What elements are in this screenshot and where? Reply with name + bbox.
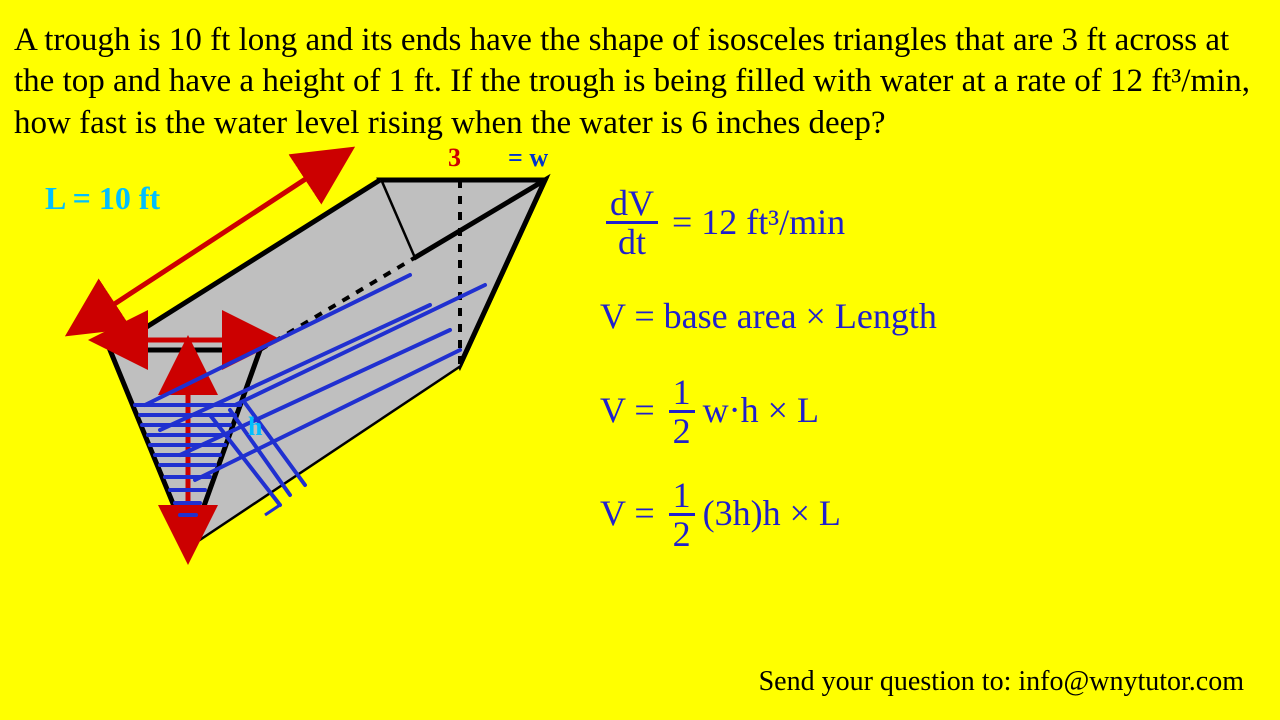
eq4-rhs: (3h)h × L: [703, 485, 841, 543]
equation-dvdt: dV dt = 12 ft³/min: [600, 185, 937, 260]
eq4-den: 2: [669, 516, 695, 552]
eq3-rhs: w·h × L: [703, 382, 819, 440]
svg-text:h: h: [248, 412, 263, 441]
eq3-num: 1: [669, 374, 695, 413]
equation-volume-half-wh: V = 1 2 w·h × L: [600, 374, 937, 449]
equation-volume-words: V = base area × Length: [600, 288, 937, 346]
trough-diagram: h: [30, 145, 580, 565]
dvdt-num: dV: [606, 185, 658, 224]
eq4-lhs: V =: [600, 485, 655, 543]
equation-volume-3h: V = 1 2 (3h)h × L: [600, 477, 937, 552]
dvdt-den: dt: [614, 224, 650, 260]
footer-contact: Send your question to: info@wnytutor.com: [759, 666, 1244, 698]
problem-statement: A trough is 10 ft long and its ends have…: [14, 20, 1260, 144]
equations-block: dV dt = 12 ft³/min V = base area × Lengt…: [600, 185, 937, 580]
eq4-num: 1: [669, 477, 695, 516]
eq3-den: 2: [669, 413, 695, 449]
dvdt-rhs: = 12 ft³/min: [672, 194, 845, 252]
eq3-lhs: V =: [600, 382, 655, 440]
